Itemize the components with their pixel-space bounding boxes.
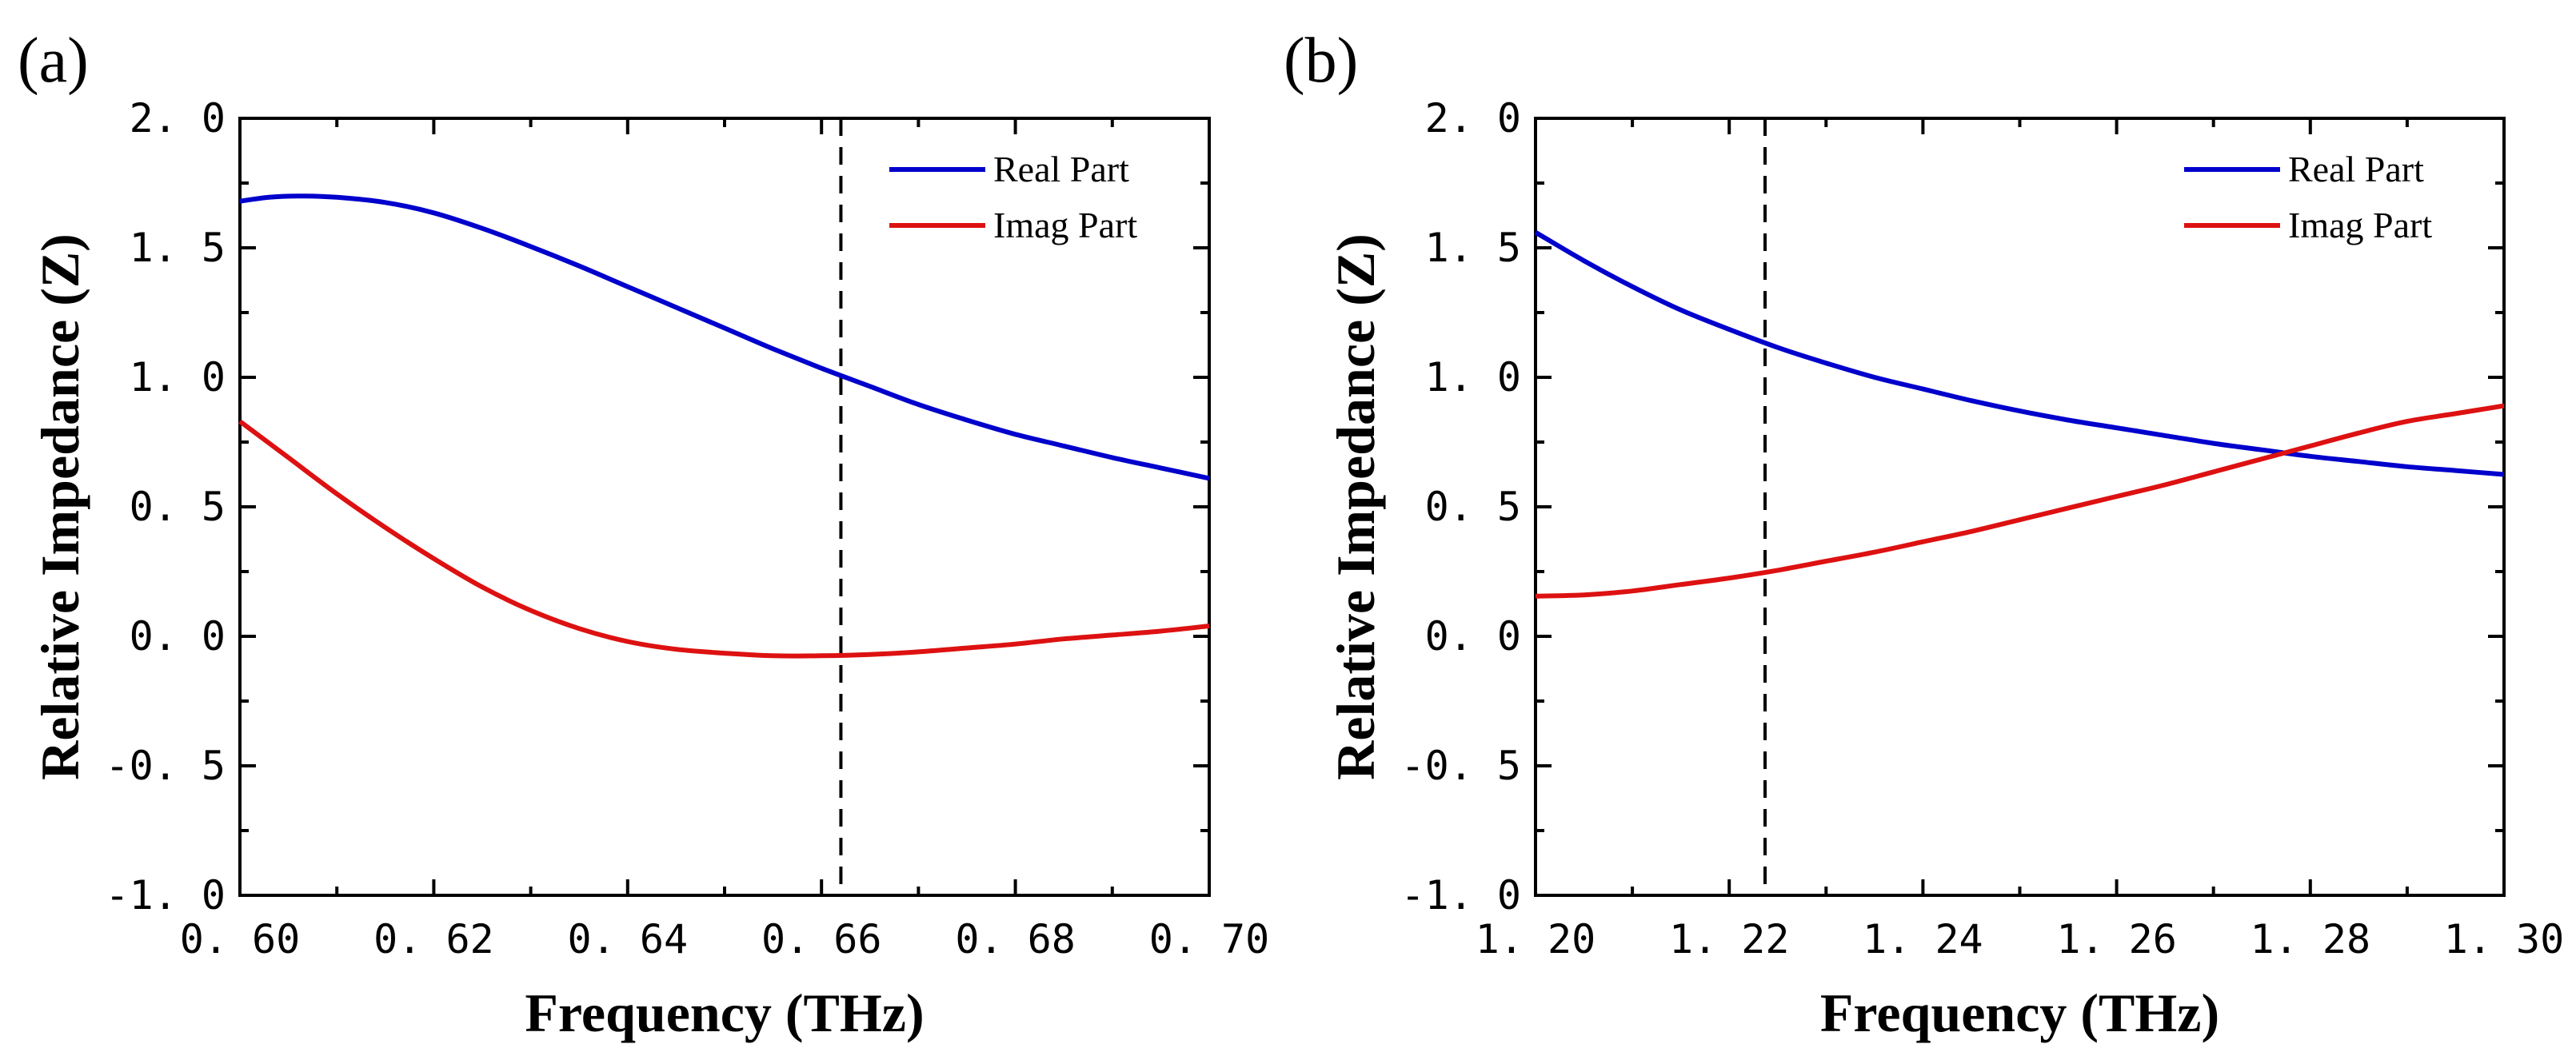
x-tick-label: 0. 62 — [373, 916, 494, 962]
y-tick-label: 2. 0 — [130, 95, 226, 141]
x-tick-label: 1. 24 — [1863, 916, 1983, 962]
x-tick-label: 1. 28 — [2251, 916, 2371, 962]
legend-label: Real Part — [993, 149, 1129, 189]
panel-a: (a) 0. 60 0. 62 0. 64 0. 66 0. 68 0. 70 -1. 0 -0… — [18, 26, 1269, 1043]
y-tick-label: 0. 5 — [1425, 484, 1521, 530]
y-axis-title: Relative Impedance (Z) — [1325, 233, 1386, 780]
y-tick-label: -0. 5 — [1400, 743, 1521, 789]
legend-label: Real Part — [2288, 149, 2424, 189]
x-tick-label: 1. 26 — [2056, 916, 2177, 962]
x-tick-label: 1. 22 — [1669, 916, 1790, 962]
x-tick-label: 0. 70 — [1149, 916, 1270, 962]
y-tick-label: 1. 5 — [130, 225, 226, 271]
y-tick-label: 1. 0 — [1425, 354, 1521, 400]
y-tick-label: -1. 0 — [1400, 872, 1521, 919]
y-tick-label: 1. 5 — [1425, 225, 1521, 271]
x-tick-label: 0. 64 — [568, 916, 689, 962]
legend-label: Imag Part — [2288, 205, 2432, 245]
y-tick-label: 1. 0 — [130, 354, 226, 400]
y-tick-label: -0. 5 — [105, 743, 226, 789]
panel-b: (b) 1. 20 1. 22 1. 24 1. 26 1. 28 1. 30 -1. 0 -0… — [1284, 26, 2564, 1043]
x-axis-title: Frequency (THz) — [1820, 982, 2219, 1043]
x-tick-label: 0. 66 — [761, 916, 882, 962]
x-tick-label: 0. 68 — [955, 916, 1076, 962]
y-tick-label: 0. 0 — [130, 613, 226, 660]
series-real-part-line — [1534, 230, 2505, 477]
y-tick-label: 0. 5 — [130, 484, 226, 530]
x-tick-label: 1. 20 — [1476, 916, 1596, 962]
series-real-part-line — [239, 193, 1210, 481]
panel-label: (a) — [18, 26, 89, 96]
x-tick-label: 1. 30 — [2444, 916, 2565, 962]
panel-label: (b) — [1284, 26, 1358, 96]
y-axis-title: Relative Impedance (Z) — [30, 233, 90, 780]
y-tick-label: 0. 0 — [1425, 613, 1521, 660]
y-tick-label: 2. 0 — [1425, 95, 1521, 141]
legend-label: Imag Part — [993, 205, 1137, 245]
series-imag-part-line — [238, 419, 1210, 659]
x-axis-title: Frequency (THz) — [525, 982, 924, 1043]
y-tick-label: -1. 0 — [105, 872, 226, 919]
series-imag-part-line — [1535, 403, 2505, 599]
x-tick-label: 0. 60 — [180, 916, 301, 962]
